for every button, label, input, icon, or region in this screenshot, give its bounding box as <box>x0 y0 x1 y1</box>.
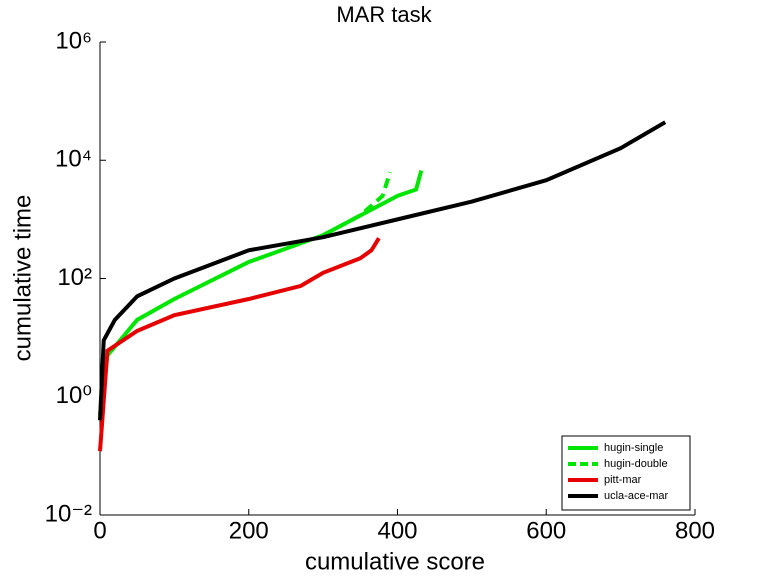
x-axis-label: cumulative score <box>305 548 485 575</box>
y-tick-label: 10⁶ <box>55 27 92 54</box>
y-tick-label: 10⁰ <box>56 382 92 409</box>
y-tick-label: 10⁻² <box>45 500 92 527</box>
legend-label: ucla-ace-mar <box>604 490 669 502</box>
legend-label: hugin-double <box>604 458 668 470</box>
series-line <box>98 120 667 421</box>
series-line <box>322 171 392 237</box>
x-tick-label: 400 <box>377 517 417 544</box>
x-tick-label: 200 <box>229 517 269 544</box>
y-tick-label: 10² <box>57 264 92 291</box>
y-axis-label: cumulative time <box>9 195 36 362</box>
x-tick-label: 800 <box>675 517 715 544</box>
x-tick-label: 0 <box>93 517 106 544</box>
legend-label: pitt-mar <box>604 474 642 486</box>
y-tick-label: 10⁴ <box>55 146 92 173</box>
chart-title: MAR task <box>336 2 432 27</box>
x-tick-label: 600 <box>526 517 566 544</box>
series-line <box>98 237 381 452</box>
legend-label: hugin-single <box>604 442 663 454</box>
